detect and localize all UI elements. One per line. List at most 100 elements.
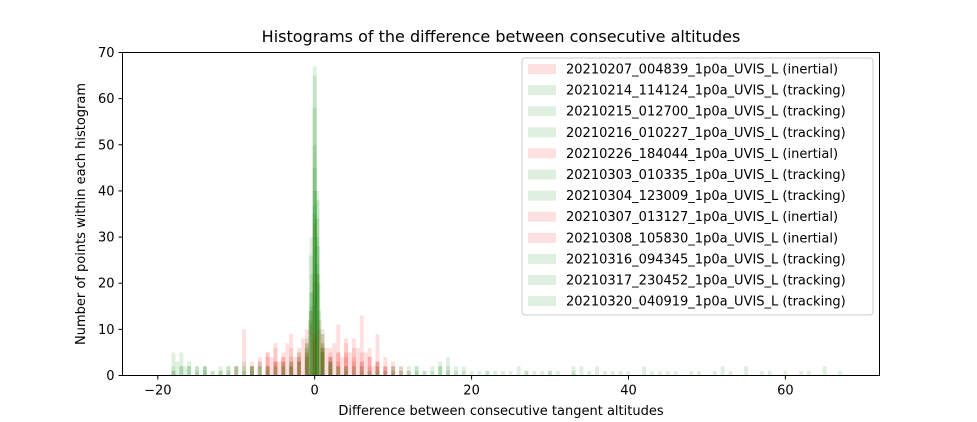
histogram-bar [289, 361, 294, 376]
histogram-bar [391, 366, 396, 376]
histogram-bar [304, 343, 309, 376]
histogram-bar [332, 343, 337, 376]
histogram-bar [461, 370, 466, 376]
histogram-bar [744, 366, 749, 376]
histogram-bar [587, 370, 592, 376]
histogram-bar [273, 361, 278, 376]
histogram-bar [249, 370, 254, 376]
histogram-bar [312, 338, 317, 376]
histogram-bar [391, 361, 396, 376]
histogram-bar [310, 292, 315, 376]
histogram-bar [759, 370, 764, 376]
histogram-bar [320, 343, 325, 376]
histogram-bar [524, 370, 529, 376]
histogram-bar [383, 366, 388, 376]
histogram-bar [618, 370, 623, 376]
histogram-bar [316, 283, 321, 376]
histogram-bar [399, 366, 403, 376]
histogram-bar [234, 366, 239, 376]
histogram-bar [344, 338, 349, 376]
histogram-bar [383, 357, 388, 376]
series-2 [171, 107, 458, 376]
legend-swatch [528, 296, 556, 307]
histogram-bar [783, 370, 788, 376]
histogram-bar [265, 366, 270, 376]
y-tick-label: 40 [98, 184, 115, 199]
histogram-bar [210, 370, 215, 376]
histogram-bar [257, 361, 262, 376]
histogram-bar [367, 357, 372, 376]
histogram-bar [351, 338, 356, 376]
histogram-bar [406, 366, 411, 376]
histogram-bar [344, 370, 349, 376]
histogram-bar [249, 361, 254, 376]
histogram-bar [257, 361, 262, 376]
histogram-bar [312, 283, 317, 376]
histogram-bar [265, 357, 270, 376]
histogram-bar [391, 370, 396, 376]
histogram-bar [310, 273, 315, 376]
histogram-bar [383, 366, 388, 376]
histogram-bar [308, 310, 313, 376]
histogram-bar [171, 352, 176, 376]
histogram-bar [367, 347, 372, 376]
histogram-bar [179, 366, 184, 376]
histogram-bar [383, 366, 388, 376]
histogram-bar [532, 370, 537, 376]
legend-label: 20210304_123009_1p0a_UVIS_L (tracking) [566, 189, 846, 204]
histogram-bar [273, 366, 278, 376]
histogram-bar [320, 352, 325, 376]
legend-swatch [528, 148, 556, 159]
histogram-bar [304, 338, 309, 376]
histogram-bar [315, 264, 319, 376]
histogram-bar [328, 352, 333, 376]
histogram-bar [351, 357, 356, 376]
histogram-bar [822, 366, 827, 376]
histogram-bar [359, 361, 364, 376]
histogram-bar [226, 366, 231, 376]
histogram-bar [308, 292, 313, 376]
histogram-bar [344, 357, 349, 376]
histogram-bar [453, 370, 458, 376]
histogram-bar [242, 366, 247, 376]
histogram-bar [375, 366, 380, 376]
histogram-bar [187, 361, 192, 376]
histogram-bar [367, 370, 372, 376]
legend-label: 20210317_230452_1p0a_UVIS_L (tracking) [566, 274, 846, 289]
histogram-bar [548, 370, 552, 376]
histogram-bar [265, 366, 270, 376]
histogram-bar [304, 347, 309, 376]
histogram-bar [501, 370, 505, 376]
histogram-bar [328, 347, 333, 376]
legend-swatch [528, 64, 556, 74]
histogram-bar [336, 366, 341, 376]
histogram-bar [799, 370, 804, 376]
histogram-bar [336, 361, 341, 376]
histogram-bar [265, 370, 270, 376]
histogram-bar [324, 347, 329, 376]
legend: 20210207_004839_1p0a_UVIS_L (inertial) 20… [521, 57, 874, 316]
histogram-bar [320, 329, 325, 376]
histogram-bar [610, 370, 615, 376]
histogram-bar [304, 352, 309, 376]
histogram-bar [281, 361, 286, 376]
histogram-bar [202, 366, 207, 376]
histogram-bar [304, 329, 309, 376]
histogram-bar [218, 370, 223, 376]
series-6 [187, 144, 678, 376]
histogram-bar [304, 352, 309, 376]
histogram-bar [642, 366, 647, 376]
histogram-bar [359, 361, 364, 376]
histogram-bar [328, 361, 333, 376]
histogram-bar [375, 361, 380, 376]
histogram-bar [406, 370, 411, 376]
histogram-bar [304, 343, 309, 376]
x-tick-label: 60 [777, 384, 794, 399]
histogram-bar [315, 237, 319, 376]
histogram-bar [265, 352, 270, 376]
histogram-bar [315, 273, 319, 376]
histogram-bar [187, 366, 192, 376]
histogram-bar [367, 370, 372, 376]
histogram-bar [257, 357, 262, 376]
